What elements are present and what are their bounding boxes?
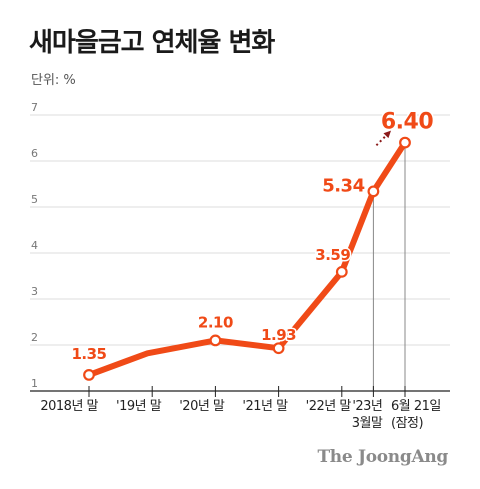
x-tick-label: '23년 — [352, 399, 382, 414]
data-label: 1.35 — [71, 345, 106, 363]
data-point — [335, 265, 348, 278]
data-label: 5.34 — [322, 175, 364, 196]
data-label: 2.10 — [198, 313, 233, 331]
data-label: 3.59 — [315, 246, 350, 264]
y-tick-label: 3 — [31, 285, 38, 298]
y-tick-label: 7 — [31, 101, 38, 114]
increase-arrow-line — [375, 133, 388, 147]
x-tick-label: (잠정) — [391, 416, 423, 431]
data-point — [367, 185, 380, 198]
data-label: 6.40 — [381, 110, 433, 135]
x-tick-label: 3월말 — [352, 416, 383, 431]
data-point — [272, 342, 285, 355]
y-tick-label: 1 — [31, 377, 38, 390]
increase-arrowhead — [383, 130, 391, 139]
data-point — [209, 334, 222, 347]
y-tick-label: 2 — [31, 331, 38, 344]
unit-label: 단위: % — [31, 73, 76, 88]
data-point — [83, 369, 95, 381]
y-tick-label: 5 — [31, 193, 38, 206]
x-tick-label: 6월 21일 — [391, 399, 441, 414]
x-tick-label: '20년 말 — [179, 399, 225, 414]
x-tick-label: 2018년 말 — [40, 399, 98, 414]
x-tick-label: '19년 말 — [116, 399, 162, 414]
data-label: 1.93 — [261, 326, 296, 344]
y-tick-label: 6 — [31, 147, 38, 160]
y-tick-label: 4 — [31, 239, 38, 252]
data-point — [399, 136, 411, 149]
x-tick-label: '22년 말 — [306, 399, 352, 414]
chart-title: 새마을금고 연체율 변화 — [29, 28, 275, 58]
x-tick-label: '21년 말 — [242, 399, 288, 414]
publisher-credit: The JoongAng — [317, 447, 448, 467]
